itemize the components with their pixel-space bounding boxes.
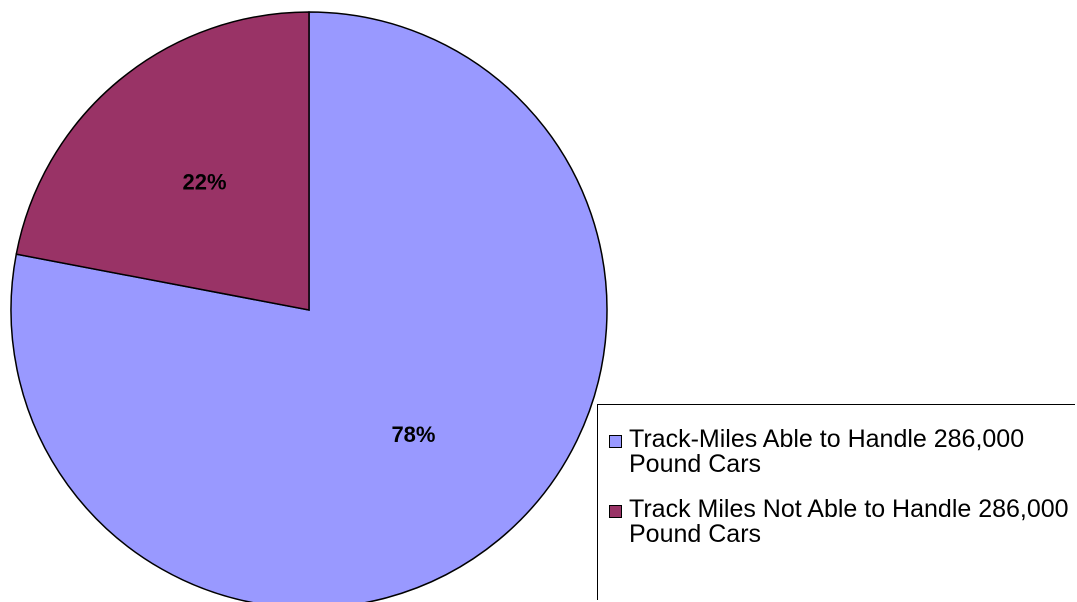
value-label: 22% (183, 170, 227, 195)
legend-item: Track Miles Not Able to Handle 286,000 P… (598, 497, 1075, 547)
pie-slice (15, 11, 310, 311)
legend-label: Track Miles Not Able to Handle 286,000 P… (629, 495, 1069, 548)
legend-swatch (609, 435, 622, 448)
value-label: 78% (391, 422, 435, 447)
pie-slice (10, 11, 608, 602)
legend-item: Track-Miles Able to Handle 286,000 Pound… (598, 427, 1075, 477)
legend-label: Track-Miles Able to Handle 286,000 Pound… (629, 425, 1025, 478)
legend: Track-Miles Able to Handle 286,000 Pound… (597, 404, 1075, 600)
legend-swatch (609, 505, 622, 518)
